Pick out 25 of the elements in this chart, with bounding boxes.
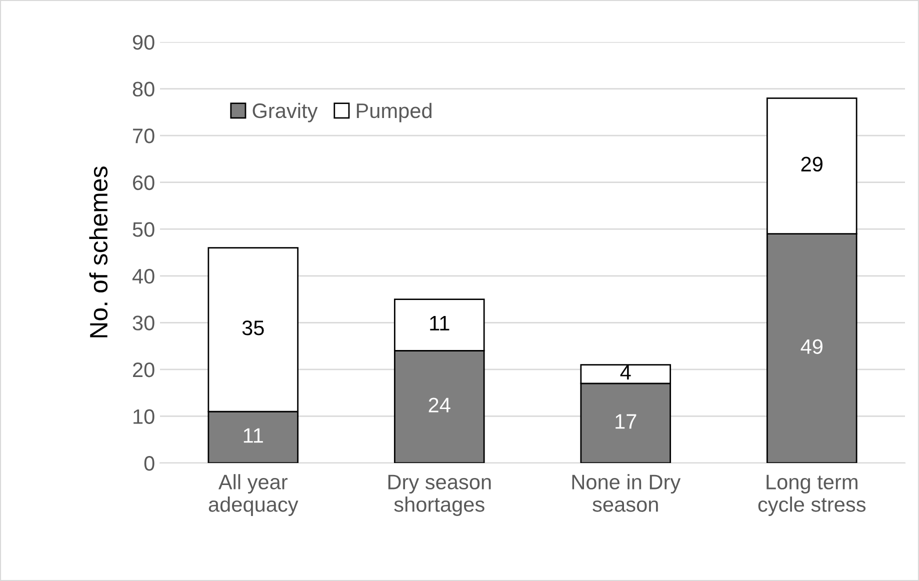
data-label: 29 [801,156,822,172]
data-label: 11 [244,428,263,443]
data-label: 24 [428,398,450,412]
y-tick-label: 40 [132,268,154,284]
y-tick-label: 10 [134,409,154,424]
data-label: 11 [430,316,450,330]
data-label: 35 [242,320,264,336]
y-tick-label: 90 [132,35,154,50]
y-tick-label: 80 [132,82,154,97]
x-tick-label: None in Dry season [572,474,681,512]
data-label: 4 [620,365,631,380]
data-label: 49 [800,339,822,354]
y-tick-label: 30 [132,316,154,330]
x-tick-label: Long term cycle stress [758,474,866,516]
data-label: 17 [616,414,636,429]
legend-label: Gravity [252,102,318,122]
y-tick-label: 70 [133,128,154,144]
y-tick-label: 20 [133,362,154,378]
legend-label: Pumped [356,102,432,122]
y-tick-label: 60 [133,175,154,190]
x-tick-label: All year adequacy [208,474,298,516]
y-tick-label: 0 [144,456,154,471]
y-tick-label: 50 [132,222,154,237]
y-axis-title: No. of schemes [89,166,108,338]
x-tick-label: Dry season shortages [388,474,491,516]
